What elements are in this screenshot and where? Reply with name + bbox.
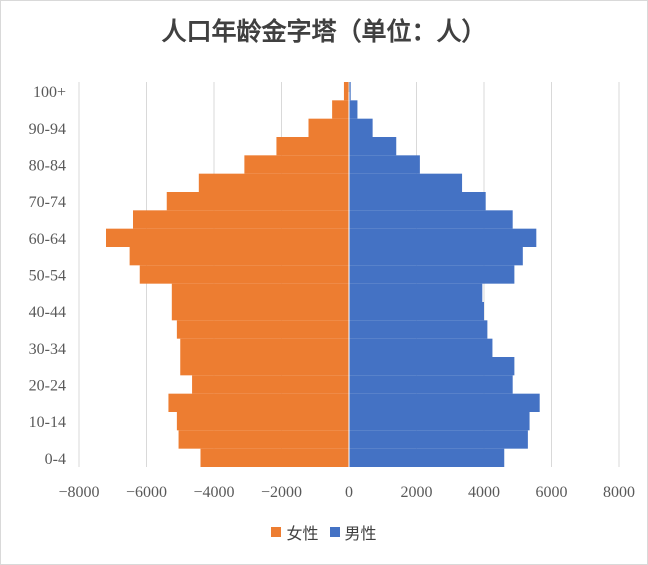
legend-swatch-male	[329, 527, 340, 537]
male-bar-50-54	[349, 265, 515, 284]
male-bar-60-64	[349, 228, 537, 247]
x-tick-label: −4000	[193, 484, 234, 501]
female-bar-85-89	[276, 137, 349, 156]
female-bar-0-4	[200, 448, 349, 467]
male-bar-70-74	[349, 192, 486, 211]
y-tick-label: 40-44	[29, 304, 66, 321]
y-tick-label: 80-84	[29, 158, 66, 175]
female-bar-75-79	[198, 173, 349, 192]
female-bar-10-14	[176, 412, 349, 431]
legend-label-male: 男性	[344, 524, 377, 543]
female-bar-50-54	[139, 265, 349, 284]
x-tick-label: 6000	[536, 484, 568, 501]
male-bar-25-29	[349, 357, 515, 376]
male-bar-20-24	[349, 375, 513, 394]
female-bar-15-19	[168, 393, 349, 412]
female-bar-40-44	[171, 302, 349, 321]
female-bar-70-74	[166, 192, 349, 211]
legend-item-male: 男性	[329, 520, 377, 544]
y-tick-label: 10-14	[29, 414, 66, 431]
male-bar-100+	[349, 82, 351, 101]
female-bar-55-59	[129, 247, 349, 266]
x-tick-label: −8000	[58, 484, 99, 501]
female-bar-95-99	[332, 100, 349, 119]
male-bar-65-69	[349, 210, 513, 229]
x-tick-labels: −8000 −6000 −4000 −2000 0 2000 4000 6000 8000	[58, 484, 635, 501]
x-tick-label: 2000	[401, 484, 433, 501]
female-bar-90-94	[308, 118, 349, 137]
female-bar-35-39	[176, 320, 349, 339]
y-tick-label: 50-54	[29, 268, 66, 285]
y-tick-labels: 0-4 10-14 20-24 30-34 40-44 50-54 60-64 70-74 80…	[29, 84, 66, 468]
y-tick-label: 100+	[33, 84, 66, 101]
male-bar-15-19	[349, 393, 540, 412]
legend-label-female: 女性	[286, 524, 319, 543]
male-bar-40-44	[349, 302, 484, 321]
legend: 女性 男性	[0, 520, 648, 544]
female-bar-30-34	[180, 338, 349, 357]
female-bar-25-29	[180, 357, 349, 376]
male-bar-5-9	[349, 430, 528, 449]
male-bar-90-94	[349, 118, 373, 137]
male-bar-55-59	[349, 247, 523, 266]
chart-title: 人口年龄金字塔（单位：人）	[161, 17, 487, 46]
male-bar-10-14	[349, 412, 530, 431]
x-tick-label: −2000	[261, 484, 302, 501]
male-bar-0-4	[349, 448, 505, 467]
x-tick-label: 4000	[468, 484, 500, 501]
male-bar-35-39	[349, 320, 488, 339]
female-bar-80-84	[244, 155, 349, 174]
male-bar-80-84	[349, 155, 420, 174]
female-bar-45-49	[171, 283, 349, 302]
y-tick-label: 30-34	[29, 341, 66, 358]
y-tick-label: 0-4	[45, 451, 66, 468]
legend-item-female: 女性	[271, 520, 318, 544]
male-bar-85-89	[349, 137, 397, 156]
female-bar-65-69	[133, 210, 349, 229]
female-bar-5-9	[178, 430, 349, 449]
male-bar-95-99	[349, 100, 358, 119]
y-tick-label: 60-64	[29, 231, 66, 248]
male-bar-30-34	[349, 338, 493, 357]
y-tick-label: 70-74	[29, 194, 66, 211]
legend-swatch-female	[271, 527, 282, 537]
bars	[106, 82, 540, 467]
x-tick-label: −6000	[126, 484, 167, 501]
y-tick-label: 20-24	[29, 378, 66, 395]
male-bar-45-49	[349, 283, 483, 302]
y-tick-label: 90-94	[29, 121, 66, 138]
x-tick-label: 0	[345, 484, 353, 501]
female-bar-100+	[343, 82, 349, 101]
male-bar-75-79	[349, 173, 463, 192]
female-bar-60-64	[106, 228, 349, 247]
x-tick-label: 8000	[603, 484, 635, 501]
female-bar-20-24	[192, 375, 349, 394]
